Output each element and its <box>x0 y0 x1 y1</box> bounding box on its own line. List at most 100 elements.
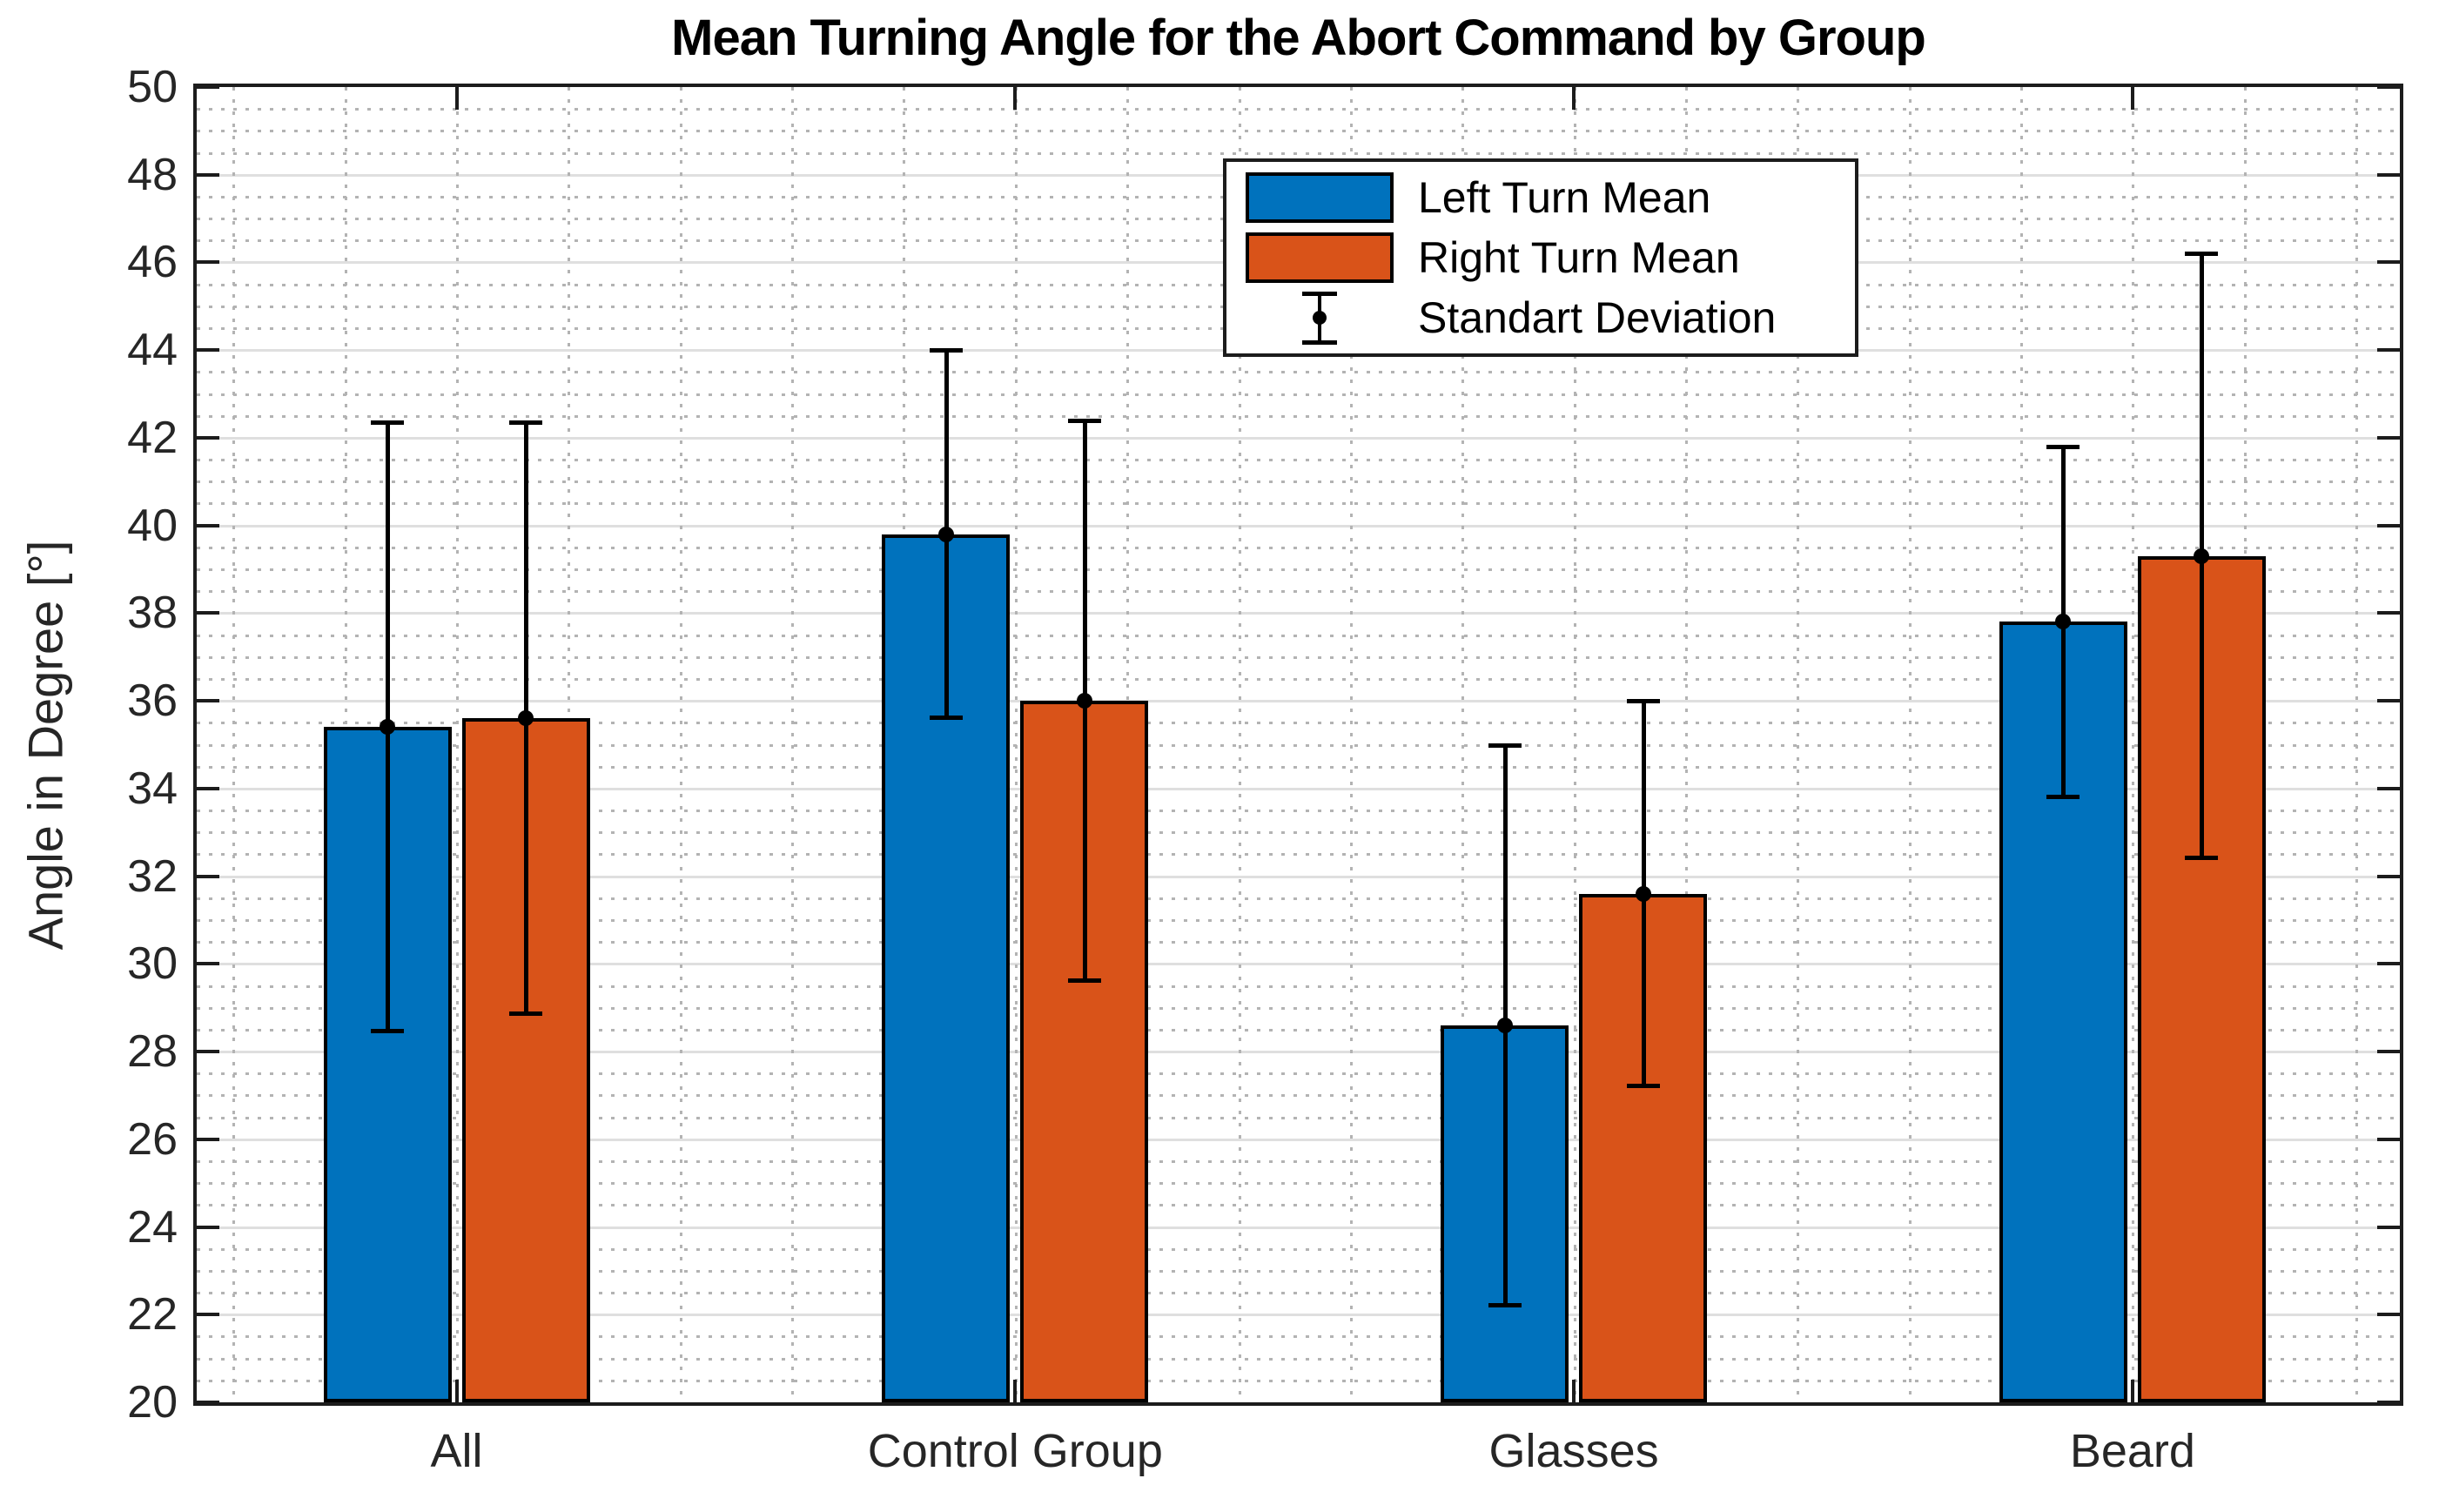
x-minor-gridline <box>1797 87 1800 1402</box>
error-bar-mean-marker <box>1496 1017 1513 1033</box>
legend: Left Turn Mean Right Turn Mean Standart … <box>1223 158 1858 357</box>
y-major-gridline <box>197 875 2400 878</box>
error-bar-cap-top <box>1488 743 1522 748</box>
x-minor-gridline <box>2132 87 2135 1402</box>
error-bar-cap-top <box>509 420 542 426</box>
y-tick-left <box>197 1050 219 1054</box>
y-tick-label: 28 <box>127 1026 178 1078</box>
y-tick-label: 26 <box>127 1113 178 1165</box>
x-minor-gridline <box>679 87 682 1402</box>
y-minor-gridline <box>197 1072 2400 1076</box>
error-bar-cap-bottom <box>1067 978 1101 984</box>
y-tick-label: 48 <box>127 149 178 200</box>
y-tick-right <box>2377 172 2400 177</box>
y-minor-gridline <box>197 1116 2400 1119</box>
error-bar-cap-top <box>929 348 963 353</box>
error-bar-cap-top <box>2185 252 2219 257</box>
y-minor-gridline <box>197 1006 2400 1010</box>
x-tick-label: Control Group <box>867 1425 1163 1477</box>
y-major-gridline <box>197 700 2400 703</box>
y-major-gridline <box>197 612 2400 615</box>
y-minor-gridline <box>197 459 2400 462</box>
bar-all-left <box>323 727 452 1402</box>
x-minor-gridline <box>1238 87 1241 1402</box>
y-minor-gridline <box>197 1247 2400 1251</box>
y-tick-left <box>197 523 219 528</box>
y-minor-gridline <box>197 765 2400 769</box>
chart-title: Mean Turning Angle for the Abort Command… <box>671 10 1926 66</box>
legend-swatch-right-turn <box>1246 232 1394 283</box>
y-tick-right <box>2377 435 2400 440</box>
y-minor-gridline <box>197 743 2400 747</box>
legend-label-std-deviation: Standart Deviation <box>1418 293 1777 343</box>
x-minor-gridline <box>1461 87 1465 1402</box>
y-tick-left <box>197 1313 219 1317</box>
x-tick-label: Beard <box>2069 1425 2195 1477</box>
y-minor-gridline <box>197 831 2400 835</box>
x-tick-bottom <box>454 1380 459 1402</box>
y-minor-gridline <box>197 897 2400 900</box>
legend-label-left-turn: Left Turn Mean <box>1418 172 1711 222</box>
y-tick-right <box>2377 1137 2400 1141</box>
y-major-gridline <box>197 1138 2400 1141</box>
error-bar-mean-marker <box>380 719 395 736</box>
x-minor-gridline <box>1685 87 1688 1402</box>
x-minor-gridline <box>791 87 795 1402</box>
error-bar-mean-marker <box>2055 614 2072 630</box>
legend-label-right-turn: Right Turn Mean <box>1418 232 1740 282</box>
y-tick-right <box>2377 962 2400 966</box>
y-tick-right <box>2377 1225 2400 1229</box>
y-minor-gridline <box>197 414 2400 418</box>
y-minor-gridline <box>197 1028 2400 1032</box>
error-bar-cap-bottom <box>2185 856 2219 861</box>
y-minor-gridline <box>197 108 2400 111</box>
y-major-gridline <box>197 524 2400 528</box>
error-bar-cap-top <box>1067 418 1101 423</box>
y-tick-label: 38 <box>127 588 178 639</box>
y-tick-left <box>197 1137 219 1141</box>
y-major-gridline <box>197 787 2400 790</box>
y-tick-left <box>197 786 219 790</box>
x-minor-gridline <box>232 87 236 1402</box>
y-tick-label: 22 <box>127 1289 178 1341</box>
y-minor-gridline <box>197 393 2400 396</box>
y-minor-gridline <box>197 480 2400 484</box>
y-tick-right <box>2377 1050 2400 1054</box>
x-tick-top <box>454 87 459 110</box>
x-tick-label: All <box>430 1425 483 1477</box>
x-tick-top <box>1572 87 1576 110</box>
y-minor-gridline <box>197 810 2400 813</box>
y-tick-left <box>197 260 219 265</box>
y-tick-left <box>197 611 219 615</box>
y-tick-left <box>197 348 219 353</box>
error-bar-mean-marker <box>937 526 954 542</box>
y-tick-right <box>2377 523 2400 528</box>
bar-glasses-right <box>1579 893 1708 1402</box>
y-minor-gridline <box>197 1292 2400 1295</box>
x-tick-bottom <box>1013 1380 1018 1402</box>
error-bar-cap-top <box>1626 699 1660 704</box>
y-minor-gridline <box>197 1182 2400 1186</box>
y-minor-gridline <box>197 546 2400 549</box>
y-minor-gridline <box>197 1269 2400 1273</box>
y-tick-label: 46 <box>127 237 178 288</box>
y-tick-right <box>2377 260 2400 265</box>
errorbar-icon <box>1246 291 1394 346</box>
y-tick-right <box>2377 1401 2400 1404</box>
y-minor-gridline <box>197 130 2400 133</box>
y-minor-gridline <box>197 634 2400 637</box>
y-tick-label: 44 <box>127 325 178 376</box>
error-bar-cap-bottom <box>1488 1303 1522 1308</box>
y-tick-right <box>2377 85 2400 89</box>
x-tick-top <box>1013 87 1018 110</box>
y-tick-label: 42 <box>127 412 178 463</box>
y-tick-right <box>2377 1313 2400 1317</box>
y-tick-left <box>197 1401 219 1404</box>
y-minor-gridline <box>197 1204 2400 1207</box>
x-minor-gridline <box>2355 87 2359 1402</box>
y-minor-gridline <box>197 918 2400 922</box>
y-minor-gridline <box>197 853 2400 857</box>
y-minor-gridline <box>197 151 2400 155</box>
y-tick-label: 40 <box>127 500 178 551</box>
y-tick-label: 30 <box>127 938 178 990</box>
